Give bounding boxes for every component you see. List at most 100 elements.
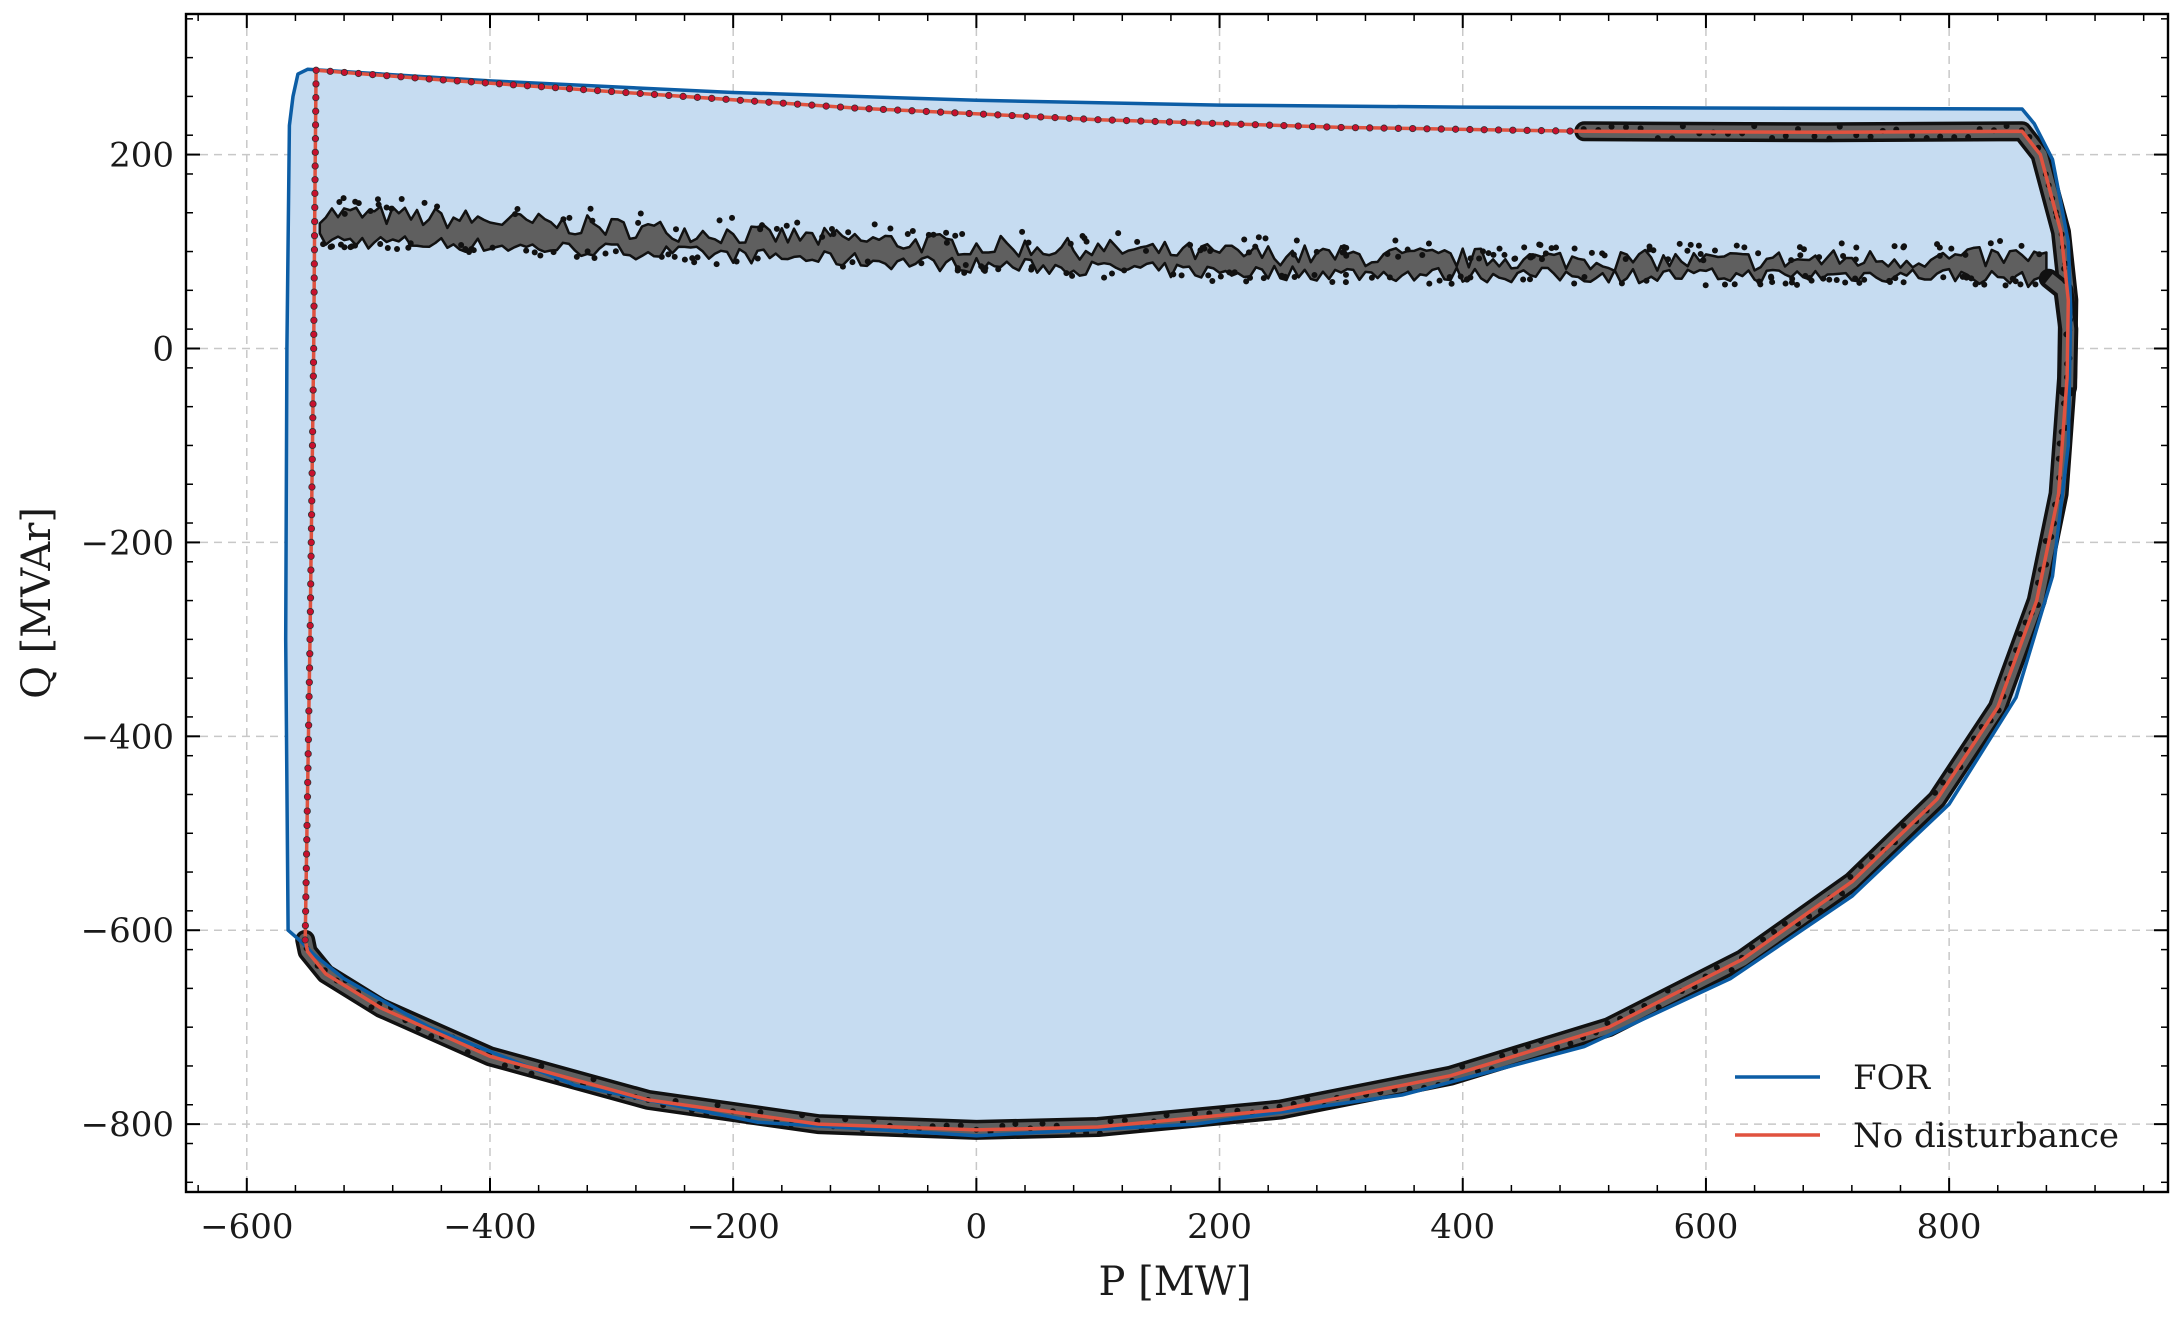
no-disturbance-marker bbox=[1566, 127, 1574, 135]
scenario-marker bbox=[665, 251, 672, 258]
scenario-marker bbox=[1063, 270, 1070, 277]
no-disturbance-marker bbox=[1266, 121, 1274, 129]
scenario-marker bbox=[341, 210, 348, 217]
no-disturbance-marker bbox=[306, 608, 314, 616]
no-disturbance-marker bbox=[304, 764, 312, 772]
no-disturbance-marker bbox=[312, 93, 320, 102]
scenario-marker bbox=[830, 231, 837, 238]
no-disturbance-marker bbox=[1080, 115, 1088, 123]
scenario-marker bbox=[1852, 275, 1859, 282]
scenario-marker bbox=[347, 244, 354, 251]
no-disturbance-marker bbox=[1194, 119, 1202, 127]
no-disturbance-marker bbox=[481, 79, 489, 87]
no-disturbance-marker bbox=[326, 67, 334, 75]
scenario-marker bbox=[587, 205, 594, 212]
scenario-arc-marker bbox=[1679, 123, 1686, 130]
scenario-marker bbox=[1721, 281, 1728, 288]
no-disturbance-marker bbox=[1380, 124, 1388, 132]
scenario-marker bbox=[1968, 275, 1975, 282]
scenario-arc-marker bbox=[1951, 134, 1958, 141]
no-disturbance-marker bbox=[1294, 122, 1302, 130]
scenario-marker bbox=[1262, 235, 1269, 242]
no-disturbance-marker bbox=[312, 66, 320, 74]
scenario-marker bbox=[1457, 273, 1464, 280]
no-disturbance-marker bbox=[1494, 126, 1503, 134]
no-disturbance-marker bbox=[565, 85, 574, 93]
scenario-marker bbox=[1948, 245, 1955, 252]
scenario-marker bbox=[773, 225, 780, 232]
scenario-arc-marker bbox=[1782, 132, 1789, 139]
scenario-arc-marker bbox=[1669, 135, 1676, 142]
no-disturbance-marker bbox=[1537, 127, 1546, 135]
scenario-marker bbox=[1226, 269, 1233, 276]
no-disturbance-marker bbox=[467, 78, 475, 86]
scenario-marker bbox=[566, 214, 573, 221]
scenario-arc-marker bbox=[368, 1004, 375, 1011]
y-tick-label: −200 bbox=[81, 523, 174, 563]
no-disturbance-marker bbox=[304, 778, 312, 787]
scenario-marker bbox=[1537, 241, 1544, 248]
scenario-arc-marker bbox=[1121, 1117, 1128, 1124]
scenario-marker bbox=[458, 242, 465, 249]
scenario-marker bbox=[1343, 252, 1350, 259]
legend: FOR No disturbance bbox=[1735, 1058, 2119, 1156]
no-disturbance-marker bbox=[1151, 117, 1159, 126]
no-disturbance-marker bbox=[808, 101, 816, 109]
scenario-marker bbox=[1243, 278, 1250, 285]
no-disturbance-marker bbox=[979, 110, 988, 118]
scenario-marker bbox=[1769, 279, 1776, 286]
scenario-marker bbox=[1833, 277, 1840, 284]
plot-frame bbox=[184, 12, 2170, 1194]
scenario-marker bbox=[1838, 240, 1845, 247]
scenario-marker bbox=[1329, 279, 1336, 286]
scenario-marker bbox=[1650, 247, 1657, 254]
no-disturbance-marker bbox=[765, 98, 773, 106]
no-disturbance-marker bbox=[312, 107, 320, 115]
no-disturbance-marker bbox=[1237, 120, 1245, 128]
scenario-marker bbox=[1019, 228, 1026, 235]
scenario-marker bbox=[1588, 249, 1595, 256]
scenario-arc-marker bbox=[870, 1116, 877, 1123]
no-disturbance-marker bbox=[309, 386, 317, 394]
scenario-marker bbox=[1463, 276, 1470, 283]
x-tick-label: −600 bbox=[200, 1207, 293, 1247]
scenario-marker bbox=[713, 261, 720, 268]
no-disturbance-marker bbox=[1137, 117, 1145, 125]
scenario-marker bbox=[383, 204, 390, 211]
scenario-marker bbox=[1987, 240, 1994, 247]
scenario-marker bbox=[1187, 241, 1194, 248]
scenario-marker bbox=[550, 249, 557, 256]
scenario-marker bbox=[320, 241, 327, 248]
scenario-arc-marker bbox=[1069, 1131, 1076, 1138]
no-disturbance-marker bbox=[307, 524, 316, 533]
scenario-marker bbox=[1479, 248, 1486, 255]
scenario-marker bbox=[1521, 244, 1528, 251]
scenario-marker bbox=[1392, 237, 1399, 244]
no-disturbance-marker bbox=[793, 100, 802, 108]
x-tick-label: 200 bbox=[1187, 1207, 1252, 1247]
no-disturbance-marker bbox=[307, 566, 315, 574]
scenario-marker bbox=[995, 266, 1002, 273]
no-disturbance-marker bbox=[1223, 120, 1231, 128]
scenario-marker bbox=[759, 222, 766, 229]
scenario-marker bbox=[1842, 279, 1849, 286]
scenario-arc-marker bbox=[1771, 928, 1778, 935]
scenario-marker bbox=[489, 244, 496, 251]
scenario-marker bbox=[523, 247, 530, 254]
no-disturbance-marker bbox=[303, 793, 312, 801]
scenario-marker bbox=[671, 253, 678, 260]
no-disturbance-marker bbox=[708, 94, 716, 102]
scenario-marker bbox=[1241, 236, 1248, 243]
no-disturbance-marker bbox=[307, 511, 316, 519]
scenario-marker bbox=[537, 252, 544, 259]
scenario-marker bbox=[584, 248, 591, 255]
no-disturbance-marker bbox=[311, 135, 320, 143]
no-disturbance-marker bbox=[304, 735, 313, 744]
no-disturbance-marker bbox=[308, 455, 316, 463]
scenario-marker bbox=[1490, 251, 1497, 258]
scenario-marker bbox=[1178, 272, 1185, 279]
scenario-arc-marker bbox=[1939, 779, 1946, 786]
scenario-marker bbox=[1446, 274, 1453, 281]
scenario-marker bbox=[637, 210, 644, 217]
no-disturbance-marker bbox=[302, 907, 310, 915]
